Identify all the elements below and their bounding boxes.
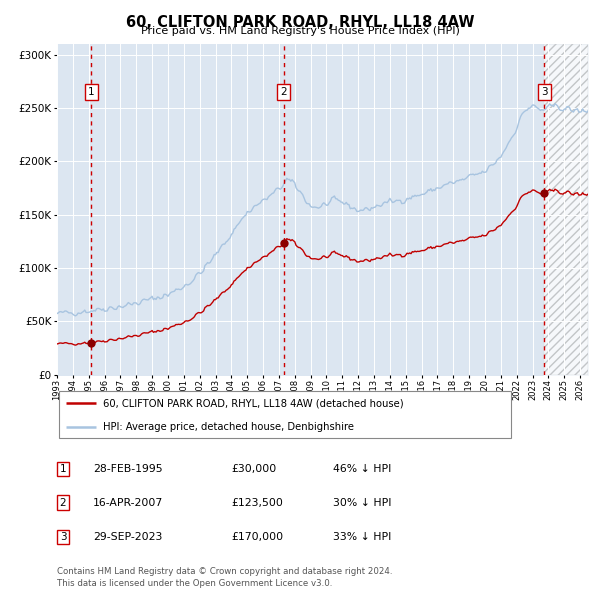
- Text: 2: 2: [59, 498, 67, 507]
- Text: 29-SEP-2023: 29-SEP-2023: [93, 532, 163, 542]
- Text: HPI: Average price, detached house, Denbighshire: HPI: Average price, detached house, Denb…: [103, 422, 353, 432]
- Text: Price paid vs. HM Land Registry's House Price Index (HPI): Price paid vs. HM Land Registry's House …: [140, 26, 460, 36]
- Text: 1: 1: [88, 87, 95, 97]
- Text: 16-APR-2007: 16-APR-2007: [93, 498, 163, 507]
- Text: £170,000: £170,000: [231, 532, 283, 542]
- Text: 3: 3: [59, 532, 67, 542]
- Text: 60, CLIFTON PARK ROAD, RHYL, LL18 4AW: 60, CLIFTON PARK ROAD, RHYL, LL18 4AW: [126, 15, 474, 30]
- Text: 3: 3: [541, 87, 548, 97]
- Text: £123,500: £123,500: [231, 498, 283, 507]
- FancyBboxPatch shape: [59, 391, 511, 438]
- Text: 28-FEB-1995: 28-FEB-1995: [93, 464, 163, 474]
- Text: 30% ↓ HPI: 30% ↓ HPI: [333, 498, 392, 507]
- Text: £30,000: £30,000: [231, 464, 276, 474]
- Text: 2: 2: [280, 87, 287, 97]
- Text: 1: 1: [59, 464, 67, 474]
- Text: 60, CLIFTON PARK ROAD, RHYL, LL18 4AW (detached house): 60, CLIFTON PARK ROAD, RHYL, LL18 4AW (d…: [103, 398, 403, 408]
- Text: Contains HM Land Registry data © Crown copyright and database right 2024.
This d: Contains HM Land Registry data © Crown c…: [57, 568, 392, 588]
- Text: 33% ↓ HPI: 33% ↓ HPI: [333, 532, 391, 542]
- Text: 46% ↓ HPI: 46% ↓ HPI: [333, 464, 391, 474]
